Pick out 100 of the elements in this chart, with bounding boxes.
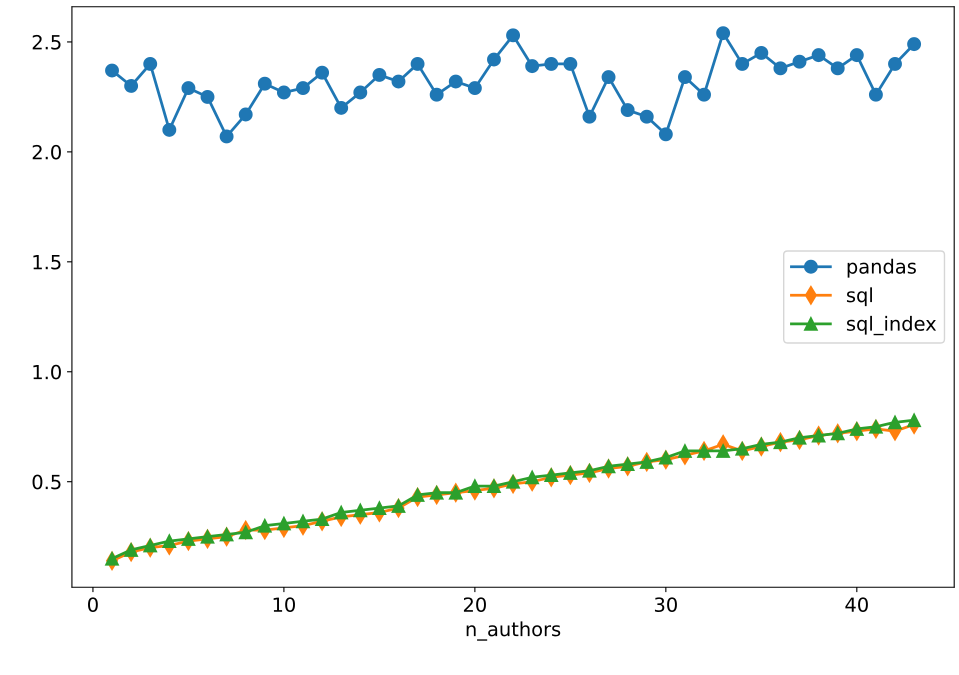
legend-label: pandas bbox=[848, 258, 916, 278]
point bbox=[678, 444, 692, 458]
point bbox=[754, 437, 768, 452]
point bbox=[258, 518, 272, 533]
point bbox=[296, 81, 310, 96]
point bbox=[506, 28, 520, 42]
point bbox=[334, 506, 348, 520]
point bbox=[372, 501, 386, 516]
point bbox=[468, 479, 482, 494]
point bbox=[773, 435, 788, 450]
point bbox=[850, 422, 864, 436]
point bbox=[124, 78, 138, 93]
point bbox=[792, 54, 806, 69]
point bbox=[907, 413, 922, 428]
point bbox=[563, 466, 578, 480]
point bbox=[181, 81, 196, 96]
point bbox=[868, 420, 883, 434]
point bbox=[448, 486, 463, 500]
point bbox=[105, 552, 119, 566]
point bbox=[850, 48, 864, 62]
point bbox=[392, 498, 406, 513]
point bbox=[258, 76, 272, 91]
point bbox=[392, 74, 406, 88]
point bbox=[430, 486, 444, 500]
point bbox=[430, 88, 444, 102]
point bbox=[773, 61, 788, 76]
point bbox=[162, 122, 176, 137]
y-tick-label: 1.5 bbox=[33, 255, 61, 270]
point bbox=[754, 46, 768, 60]
y-tick-label: 2.5 bbox=[32, 34, 61, 50]
point bbox=[506, 474, 520, 489]
point bbox=[602, 70, 616, 84]
point bbox=[544, 56, 558, 71]
x-axis-title: n_authors bbox=[466, 621, 560, 641]
y-tick-label: 1.0 bbox=[33, 364, 61, 380]
point bbox=[315, 66, 330, 80]
point bbox=[487, 52, 501, 66]
point bbox=[888, 56, 902, 71]
point bbox=[410, 488, 425, 502]
point bbox=[105, 64, 119, 78]
point bbox=[200, 530, 214, 544]
point bbox=[658, 450, 673, 464]
point bbox=[162, 534, 176, 548]
point bbox=[124, 542, 138, 557]
point bbox=[640, 110, 654, 124]
point bbox=[697, 88, 711, 102]
point bbox=[602, 459, 616, 474]
point bbox=[716, 26, 730, 40]
point bbox=[525, 470, 540, 484]
point bbox=[792, 430, 806, 445]
point bbox=[697, 444, 711, 458]
x-tick-label: 10 bbox=[274, 597, 295, 612]
point bbox=[143, 538, 158, 552]
point bbox=[220, 130, 234, 144]
point bbox=[735, 442, 750, 456]
point bbox=[525, 59, 540, 74]
y-tick-label: 0.5 bbox=[32, 474, 61, 490]
point bbox=[487, 479, 501, 494]
point bbox=[143, 56, 158, 71]
point bbox=[372, 68, 386, 82]
point bbox=[735, 56, 750, 71]
point bbox=[410, 56, 425, 71]
point bbox=[334, 100, 348, 115]
legend-label: sql bbox=[846, 287, 872, 306]
point bbox=[181, 532, 196, 546]
point bbox=[716, 444, 730, 458]
point bbox=[830, 426, 845, 440]
point bbox=[276, 86, 291, 100]
point bbox=[238, 525, 253, 540]
point bbox=[200, 90, 214, 104]
point bbox=[582, 464, 596, 478]
point bbox=[582, 110, 596, 124]
legend-label: sql_index bbox=[846, 316, 936, 336]
x-tick-label: 30 bbox=[654, 597, 677, 612]
point bbox=[888, 415, 902, 430]
point bbox=[640, 454, 654, 469]
x-tick-label: 40 bbox=[845, 597, 868, 612]
point bbox=[296, 514, 310, 528]
point bbox=[468, 81, 482, 96]
point bbox=[353, 86, 368, 100]
point bbox=[658, 127, 673, 142]
point bbox=[812, 428, 826, 442]
point bbox=[830, 61, 845, 76]
point bbox=[315, 512, 330, 526]
point bbox=[907, 37, 922, 52]
point bbox=[220, 528, 234, 542]
point bbox=[812, 48, 826, 62]
point bbox=[544, 468, 558, 482]
point bbox=[678, 70, 692, 84]
point bbox=[563, 56, 578, 71]
y-tick-label: 2.0 bbox=[32, 144, 61, 160]
point bbox=[620, 457, 635, 472]
point bbox=[620, 103, 635, 118]
point bbox=[448, 74, 463, 88]
point bbox=[868, 88, 883, 102]
point bbox=[238, 108, 253, 122]
point bbox=[276, 516, 291, 530]
point bbox=[353, 503, 368, 518]
x-tick-label: 0 bbox=[88, 597, 98, 612]
x-tick-label: 20 bbox=[464, 597, 486, 612]
